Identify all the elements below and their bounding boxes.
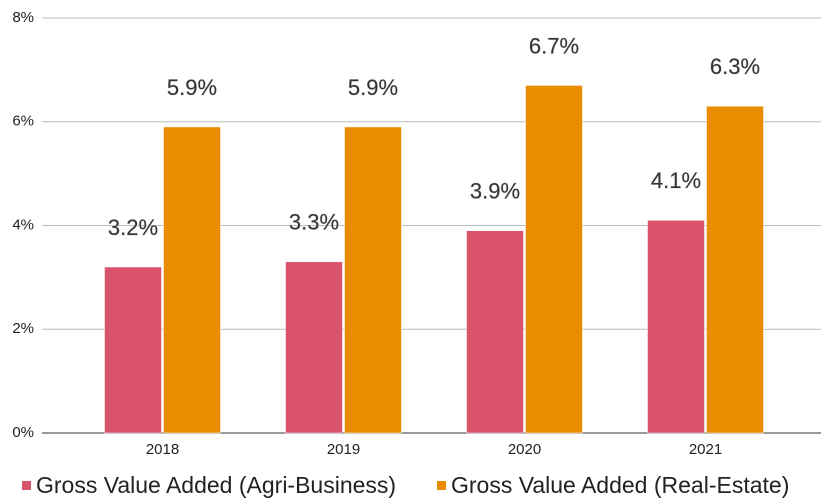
- y-tick-label: 4%: [12, 216, 34, 233]
- legend-swatch: [437, 481, 446, 490]
- x-tick-label: 2020: [508, 441, 541, 458]
- x-tick-label: 2019: [327, 441, 360, 458]
- legend-label: Gross Value Added (Agri-Business): [36, 472, 396, 498]
- bar: [525, 85, 583, 434]
- legend-swatch: [22, 481, 31, 490]
- bar: [344, 126, 402, 434]
- x-tick-label: 2021: [689, 441, 722, 458]
- bar: [104, 266, 162, 434]
- bar: [285, 261, 343, 434]
- y-tick-label: 0%: [12, 424, 34, 441]
- y-tick-label: 6%: [12, 113, 34, 130]
- data-label: 3.3%: [289, 210, 339, 235]
- data-label: 4.1%: [651, 168, 701, 193]
- legend-label: Gross Value Added (Real-Estate): [451, 472, 789, 498]
- y-tick-label: 2%: [12, 320, 34, 337]
- bar: [466, 230, 524, 434]
- data-label: 3.9%: [470, 179, 520, 204]
- x-tick-label: 2018: [146, 441, 179, 458]
- y-tick-label: 8%: [12, 9, 34, 26]
- data-label: 5.9%: [348, 75, 398, 100]
- bar: [647, 220, 705, 434]
- data-label: 3.2%: [108, 215, 158, 240]
- data-label: 5.9%: [167, 75, 217, 100]
- data-label: 6.3%: [710, 54, 760, 79]
- bar: [163, 126, 221, 434]
- bar: [706, 105, 764, 434]
- data-label: 6.7%: [529, 33, 579, 58]
